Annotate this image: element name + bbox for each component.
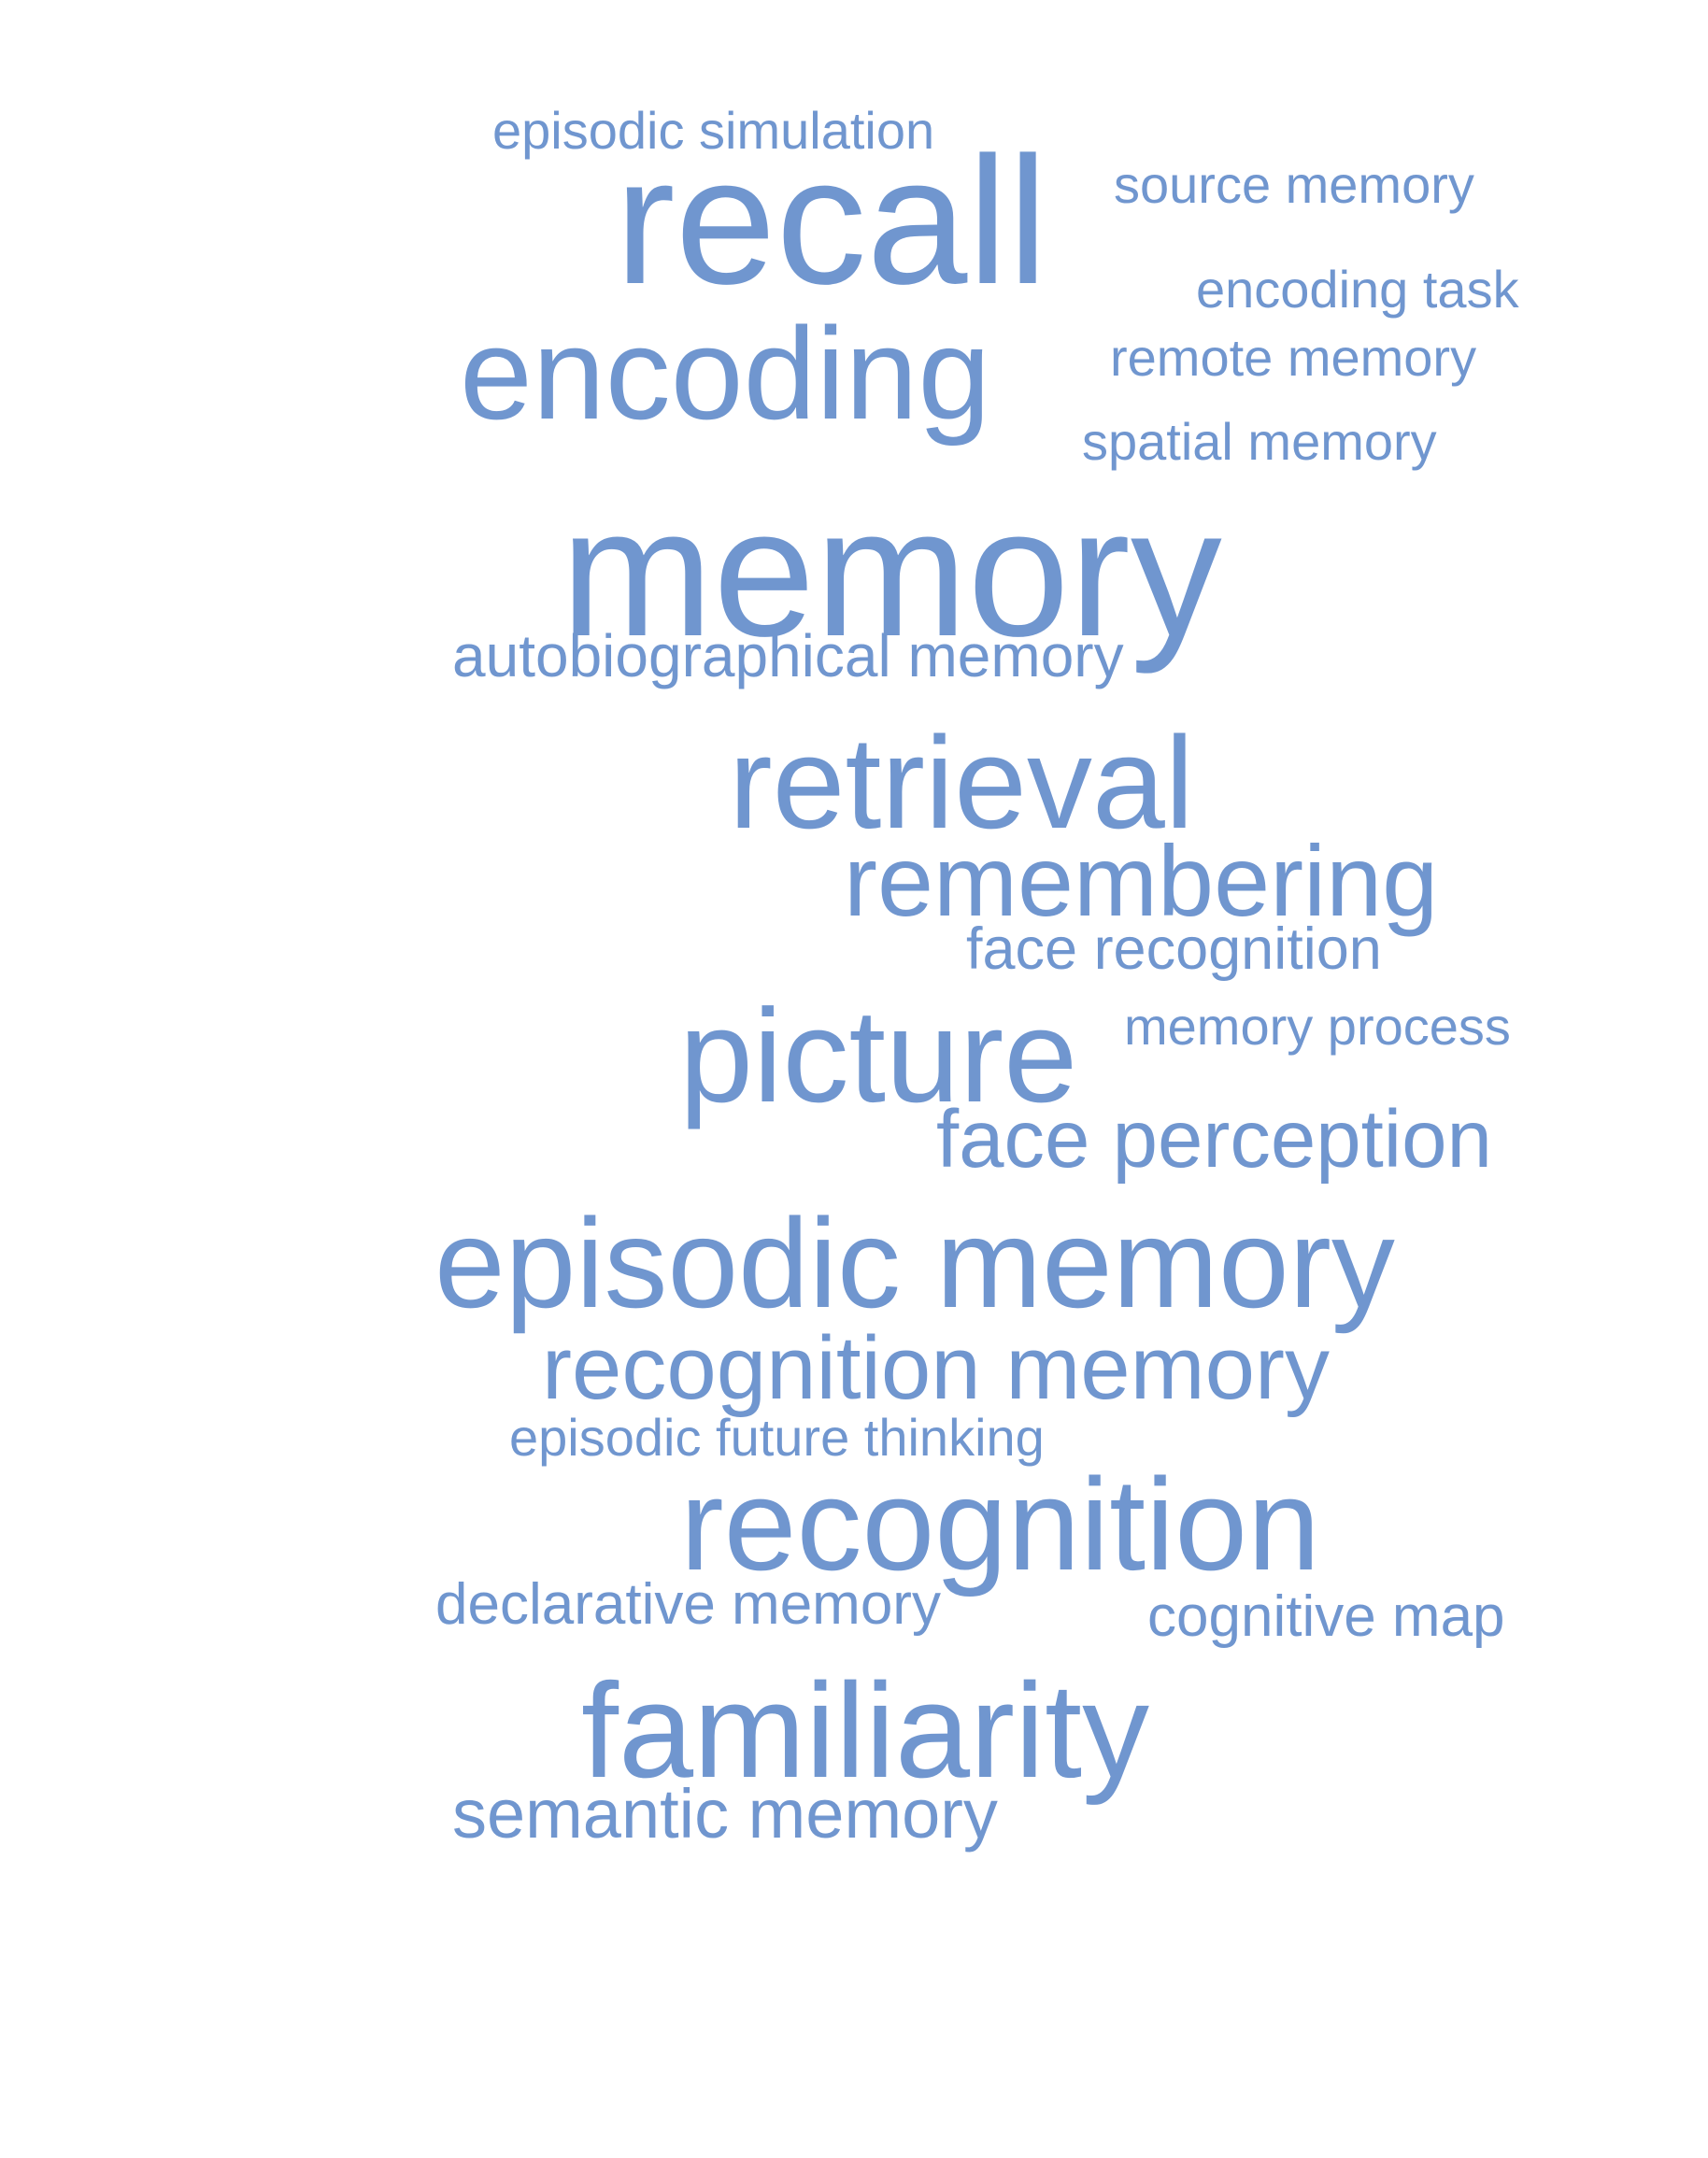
word-remote-memory: remote memory — [1110, 328, 1477, 387]
word-episodic-simulation: episodic simulation — [492, 101, 935, 160]
word-declarative-memory: declarative memory — [435, 1572, 941, 1637]
word-semantic-memory: semantic memory — [452, 1775, 998, 1853]
word-face-recognition: face recognition — [966, 916, 1382, 982]
word-picture: picture — [679, 982, 1078, 1130]
word-source-memory: source memory — [1114, 155, 1474, 214]
word-recognition: recognition — [680, 1451, 1320, 1597]
word-memory: memory — [561, 470, 1222, 674]
word-encoding-task: encoding task — [1196, 260, 1519, 319]
word-remembering: remembering — [844, 824, 1439, 937]
word-episodic-memory: episodic memory — [434, 1192, 1395, 1334]
word-cognitive-map: cognitive map — [1147, 1584, 1505, 1649]
word-episodic-future-thinking: episodic future thinking — [509, 1408, 1045, 1467]
word-recall: recall — [615, 120, 1048, 322]
word-spatial-memory: spatial memory — [1082, 412, 1437, 471]
word-familiarity: familiarity — [581, 1655, 1150, 1806]
word-face-perception: face perception — [936, 1094, 1492, 1185]
word-encoding: encoding — [460, 300, 991, 447]
word-autobiographical-memory: autobiographical memory — [452, 622, 1124, 689]
word-recognition-memory: recognition memory — [542, 1318, 1330, 1418]
word-retrieval: retrieval — [729, 709, 1194, 856]
word-memory-process: memory process — [1124, 997, 1511, 1056]
